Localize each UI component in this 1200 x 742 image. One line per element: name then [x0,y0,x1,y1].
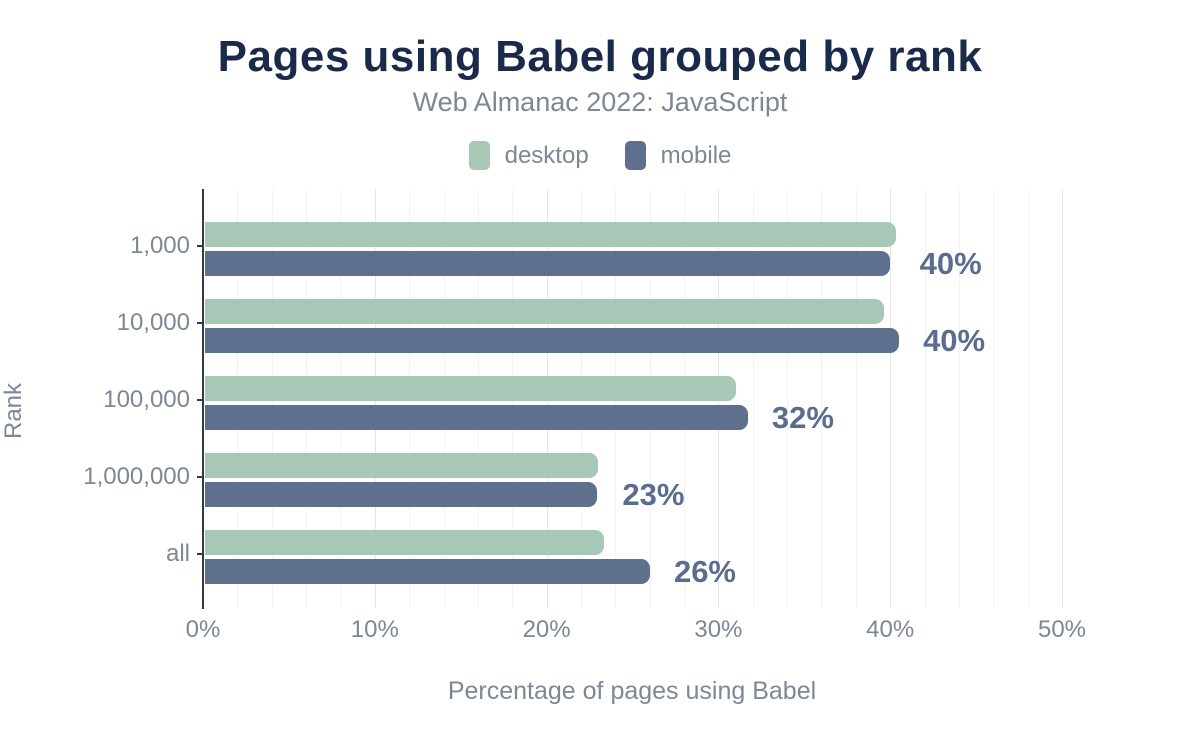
axis-tick [197,476,203,478]
value-label: 40% [923,322,986,358]
value-label: 40% [919,245,982,281]
axis-tick [197,553,203,555]
y-tick-label: 1,000 [129,232,190,259]
gridline [890,189,892,608]
chart-subtitle: Web Almanac 2022: JavaScript [412,87,788,117]
bar-mobile [205,482,597,507]
legend-label-mobile: mobile [660,141,732,169]
x-tick-label: 10% [350,616,399,643]
axis-tick [197,399,203,401]
bar-desktop [205,222,896,247]
value-label: 32% [771,399,834,435]
bar-desktop [205,530,604,555]
legend-swatch-desktop-icon [468,140,490,170]
gridline [855,189,857,608]
x-tick-label: 30% [694,616,743,643]
gridline [1062,189,1063,608]
gridline [752,189,754,608]
bar-desktop [205,453,599,478]
gridline [821,189,823,608]
bar-mobile [205,405,748,430]
axis-tick [197,322,203,324]
legend-swatch-mobile-icon [624,140,646,170]
bar-mobile [205,328,900,353]
bar-mobile [205,559,650,584]
bar-desktop [205,376,736,401]
y-tick-label: all [165,540,190,567]
chart-title: Pages using Babel grouped by rank [217,32,983,81]
value-label: 26% [673,553,736,589]
legend-item-mobile: mobile [624,140,732,170]
bar-desktop [205,299,884,324]
x-tick-label: 20% [522,616,571,643]
gridline [993,189,995,608]
y-tick-label: 1,000,000 [83,463,190,490]
axis-tick [197,245,203,247]
x-tick-label: 0% [185,616,221,643]
legend: desktop mobile [0,140,1200,170]
x-tick-label: 40% [866,616,915,643]
gridline [924,189,926,608]
value-label: 23% [622,476,685,512]
y-axis-line [202,189,204,609]
bar-mobile [205,251,891,276]
gridline [958,189,960,608]
legend-label-desktop: desktop [504,141,589,169]
y-tick-label: 100,000 [103,386,190,413]
x-axis-title: Percentage of pages using Babel [447,677,817,705]
gridline [787,189,789,608]
x-tick-label: 50% [1037,616,1087,643]
legend-item-desktop: desktop [468,140,589,170]
y-tick-label: 10,000 [116,309,190,336]
gridline [1027,189,1029,608]
